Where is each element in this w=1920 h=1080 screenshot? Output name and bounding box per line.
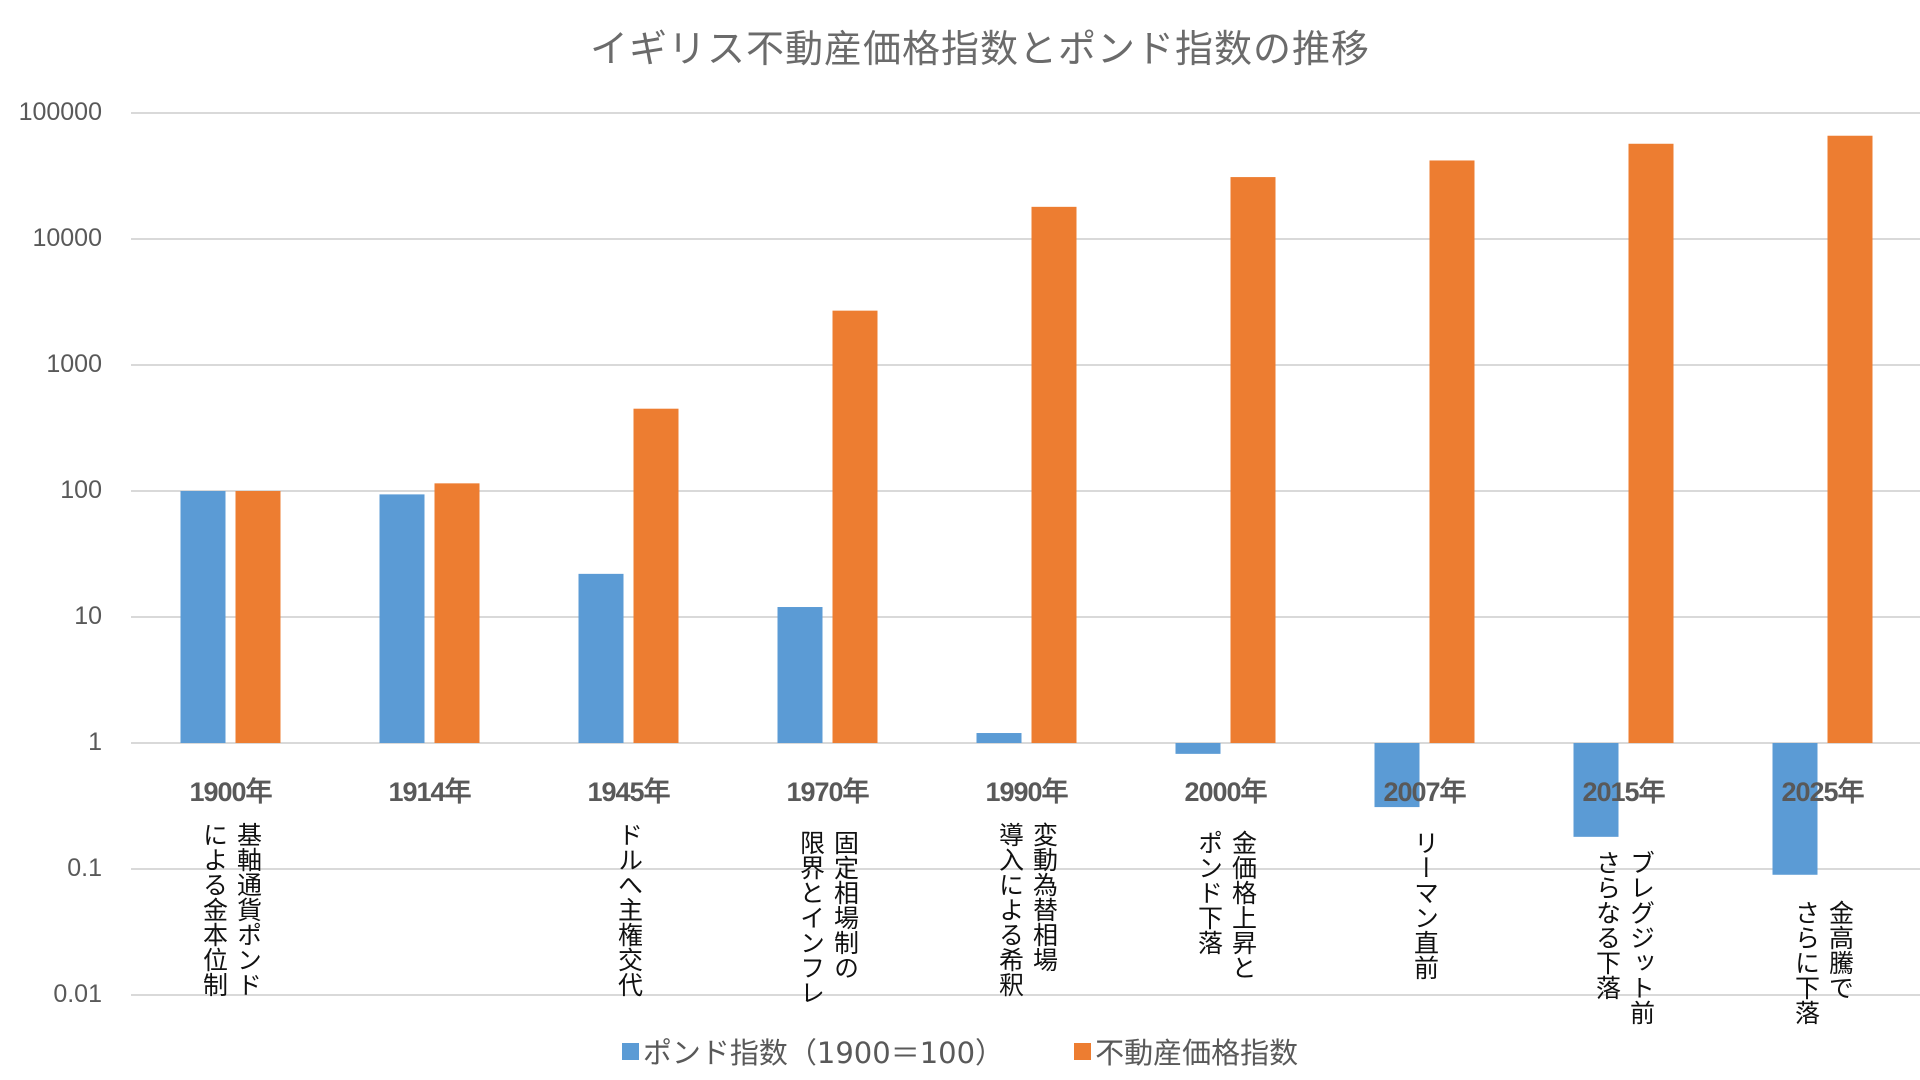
- x-tick-label: 1970年: [786, 777, 869, 807]
- bar-pound-2025年[interactable]: [1772, 743, 1818, 875]
- bar-realestate-1990年[interactable]: [1031, 206, 1077, 743]
- x-tick-label: 1990年: [985, 777, 1068, 807]
- event-annotation: リーマン直前: [1410, 830, 1440, 980]
- x-tick-label: 2015年: [1582, 777, 1665, 807]
- event-annotation: 基軸通貨ポンド による金本位制: [199, 822, 263, 997]
- bar-realestate-1945年[interactable]: [633, 408, 679, 743]
- bar-pound-1945年[interactable]: [578, 573, 624, 743]
- y-tick-label: 100: [60, 476, 102, 504]
- y-tick-label: 100000: [18, 98, 102, 126]
- bar-realestate-1900年[interactable]: [235, 491, 281, 743]
- bar-realestate-1970年[interactable]: [832, 310, 878, 743]
- event-annotation: 変動為替相場 導入による希釈: [995, 822, 1059, 997]
- legend-label-realestate: 不動産価格指数: [1095, 1036, 1299, 1070]
- bar-pound-2015年[interactable]: [1573, 743, 1619, 837]
- y-tick-label: 1000: [46, 350, 102, 378]
- bar-pound-1990年[interactable]: [976, 733, 1022, 743]
- y-tick-label: 1: [88, 728, 102, 756]
- legend-swatch-pound: [621, 1042, 639, 1060]
- bar-realestate-2015年[interactable]: [1628, 143, 1674, 743]
- x-tick-label: 1945年: [587, 777, 670, 807]
- y-tick-label: 10000: [32, 224, 102, 252]
- bar-pound-1970年[interactable]: [777, 607, 823, 743]
- legend-swatch-realestate: [1074, 1042, 1092, 1060]
- legend-label-pound: ポンド指数（1900＝100）: [642, 1036, 1005, 1070]
- chart-title: イギリス不動産価格指数とポンド指数の推移: [589, 27, 1370, 71]
- legend-item-pound[interactable]: ポンド指数（1900＝100）: [621, 1030, 1005, 1072]
- bar-pound-2000年[interactable]: [1175, 743, 1221, 754]
- bar-pound-1914年[interactable]: [379, 494, 425, 743]
- bar-pound-1900年[interactable]: [180, 491, 226, 743]
- event-annotation: 金高騰で さらに下落: [1791, 900, 1855, 1025]
- legend: ポンド指数（1900＝100） 不動産価格指数: [0, 1030, 1920, 1072]
- bar-realestate-2025年[interactable]: [1827, 135, 1873, 744]
- bar-pound-2007年[interactable]: [1374, 743, 1420, 808]
- y-tick-label: 0.01: [53, 980, 102, 1008]
- y-tick-label: 10: [74, 602, 102, 630]
- event-annotation: 金価格上昇と ポンド下落: [1194, 830, 1258, 980]
- x-tick-label: 2007年: [1383, 777, 1466, 807]
- x-tick-label: 2025年: [1781, 777, 1864, 807]
- bar-realestate-2000年[interactable]: [1230, 177, 1276, 743]
- bar-realestate-2007年[interactable]: [1429, 160, 1475, 744]
- event-annotation: ドルへ主権交代: [614, 822, 644, 997]
- bar-realestate-1914年[interactable]: [434, 483, 480, 743]
- x-tick-label: 1900年: [189, 777, 272, 807]
- y-tick-label: 0.1: [67, 854, 102, 882]
- x-tick-label: 2000年: [1184, 777, 1267, 807]
- event-annotation: 固定相場制の 限界とインフレ: [796, 830, 860, 1005]
- x-tick-label: 1914年: [388, 777, 471, 807]
- event-annotation: ブレグジット前 さらなる下落: [1592, 850, 1656, 1025]
- legend-item-realestate[interactable]: 不動産価格指数: [1074, 1030, 1298, 1072]
